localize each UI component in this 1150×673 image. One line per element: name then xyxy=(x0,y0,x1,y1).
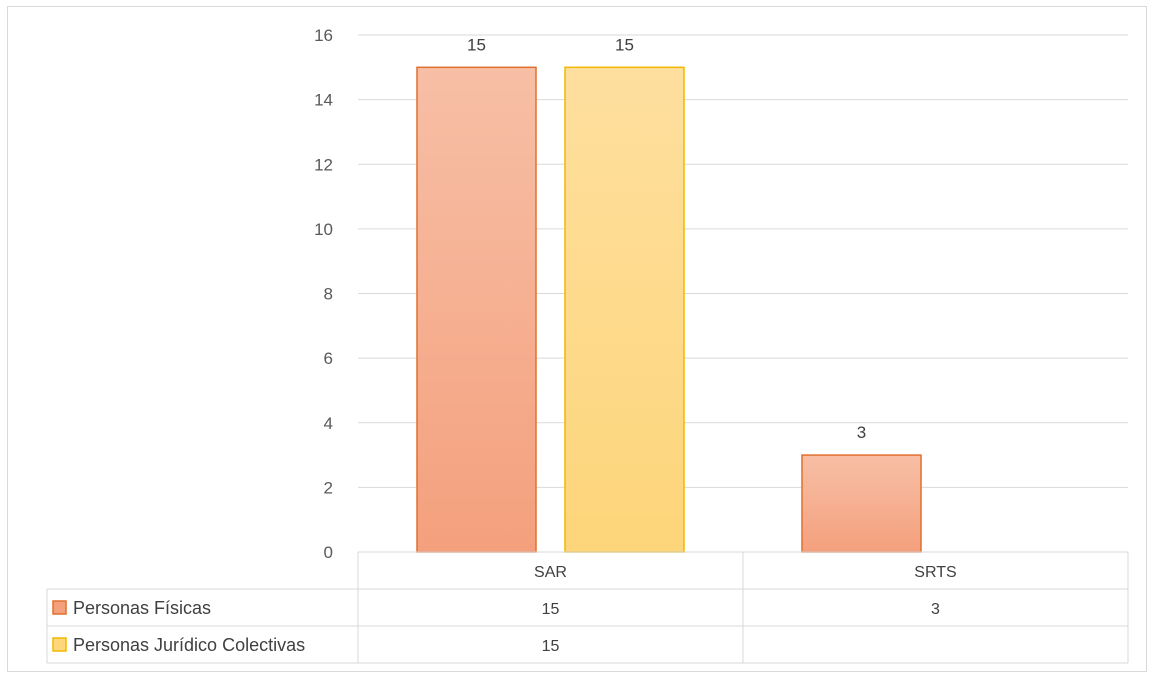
legend-entry: Personas Físicas xyxy=(73,598,211,618)
legend-key xyxy=(52,637,67,652)
data-label: 3 xyxy=(857,423,866,442)
data-label: 15 xyxy=(467,35,486,54)
y-tick-label: 10 xyxy=(314,220,333,239)
legend-key xyxy=(52,600,67,615)
table-cell: 15 xyxy=(542,638,560,655)
y-tick-label: 8 xyxy=(324,285,333,304)
table-cell: 15 xyxy=(542,601,560,618)
bar-srts-series-0 xyxy=(801,454,922,553)
category-label: SAR xyxy=(534,564,567,581)
table-cell: 3 xyxy=(931,601,940,618)
data-labels: 15 15 3 xyxy=(467,35,866,442)
data-table: SAR SRTS Personas Físicas 15 3 Personas Juríd… xyxy=(46,551,1129,664)
data-label: 15 xyxy=(615,35,634,54)
y-tick-label: 12 xyxy=(314,155,333,174)
y-tick-label: 2 xyxy=(324,478,333,497)
y-axis-ticks: 0 2 4 6 8 10 12 14 16 xyxy=(314,26,333,562)
y-tick-label: 4 xyxy=(324,414,333,433)
y-tick-label: 16 xyxy=(314,26,333,45)
bars xyxy=(416,66,922,553)
y-tick-label: 0 xyxy=(324,543,333,562)
y-tick-label: 6 xyxy=(324,349,333,368)
bar-sar-series-0 xyxy=(416,66,537,553)
bar-sar-series-1 xyxy=(564,66,685,553)
legend-entry: Personas Jurídico Colectivas xyxy=(73,635,305,655)
category-label: SRTS xyxy=(914,564,956,581)
y-tick-label: 14 xyxy=(314,91,333,110)
